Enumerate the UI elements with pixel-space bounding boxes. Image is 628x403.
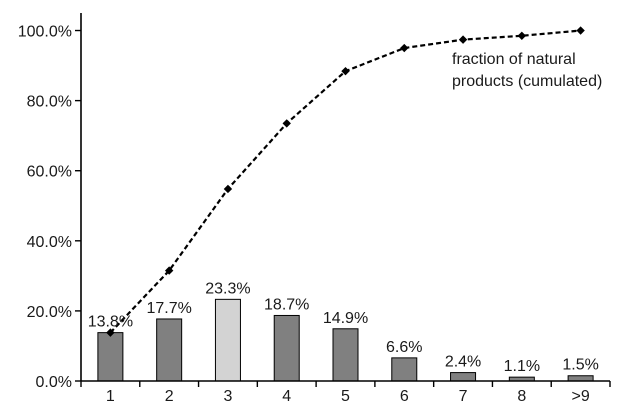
bar-label-6: 6.6%	[386, 339, 422, 356]
bar-label-8: 1.1%	[504, 358, 540, 375]
line-point-4	[282, 119, 291, 128]
x-tick-label-8: 8	[517, 388, 526, 403]
line-point-3	[223, 184, 233, 194]
line-point-6	[400, 43, 409, 53]
x-tick-label-4: 4	[282, 388, 291, 403]
bar-label-9: 1.5%	[562, 357, 598, 374]
bars	[97, 298, 594, 382]
y-tick-label-3: 60.0%	[27, 164, 72, 181]
x-axis-ticks: 1 2 3 4 5 6 7 8 >9	[80, 381, 611, 403]
line-point-5	[341, 66, 350, 76]
annotation-line-2: products (cumulated)	[452, 73, 602, 90]
cumulative-line-series	[106, 26, 585, 337]
x-tick-label-6: 6	[400, 388, 409, 403]
x-tick-label-3: 3	[223, 388, 232, 403]
line-point-8	[517, 31, 527, 40]
bar-4	[273, 314, 300, 382]
x-tick-label-7: 7	[459, 388, 468, 403]
line-point-2	[164, 266, 174, 275]
x-tick-label-2: 2	[165, 388, 174, 403]
x-tick-label-5: 5	[341, 388, 350, 403]
bar-1	[97, 332, 124, 382]
line-annotation: fraction of natural products (cumulated)	[452, 51, 602, 90]
bar-3	[214, 298, 241, 382]
bar-2	[156, 318, 183, 382]
annotation-line-1: fraction of natural	[452, 51, 576, 68]
x-tick-label-9: >9	[571, 388, 589, 403]
y-tick-label-0: 0.0%	[36, 374, 72, 391]
y-tick-label-1: 20.0%	[27, 304, 72, 321]
y-tick-label-5: 100.0%	[18, 24, 72, 41]
bar-7	[450, 372, 477, 382]
bar-label-7: 2.4%	[445, 354, 481, 371]
bar-6	[391, 357, 418, 382]
line-point-1	[106, 328, 115, 337]
y-axis-ticks: 0.0% 20.0% 40.0% 60.0% 80.0% 100.0%	[18, 24, 81, 391]
x-tick-label-1: 1	[106, 388, 115, 403]
line-point-9	[576, 26, 585, 35]
line-point-7	[458, 35, 468, 44]
bar-label-2: 17.7%	[146, 300, 191, 317]
y-tick-label-2: 40.0%	[27, 234, 72, 251]
bar-5	[332, 328, 359, 382]
bar-label-4: 18.7%	[264, 296, 309, 313]
axes	[80, 13, 610, 382]
bar-label-3: 23.3%	[205, 280, 250, 297]
bar-label-1: 13.8%	[88, 314, 133, 331]
bar-label-5: 14.9%	[323, 310, 368, 327]
y-tick-label-4: 80.0%	[27, 94, 72, 111]
bar-data-labels: 13.8% 17.7% 23.3% 18.7% 14.9% 6.6% 2.4% 1.1% 1.5…	[88, 280, 599, 375]
